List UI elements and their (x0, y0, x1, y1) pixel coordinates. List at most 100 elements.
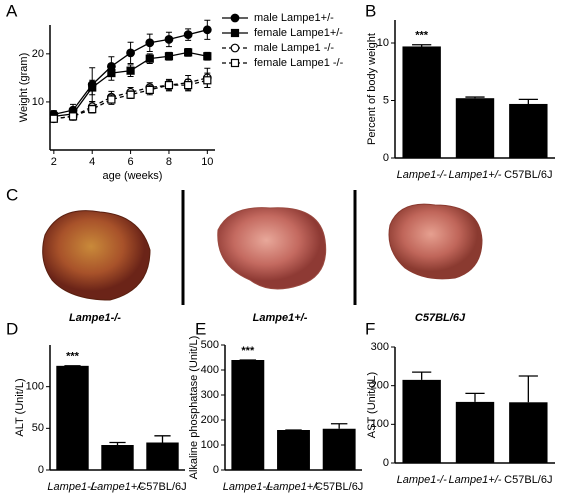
panel-label: E (195, 319, 206, 338)
liver-photo (42, 210, 151, 301)
marker (230, 13, 240, 23)
x-tick-label: Lampe1+/- (449, 169, 502, 181)
legend-label: male Lampe1 -/- (254, 42, 334, 54)
bar (455, 98, 495, 158)
marker (203, 52, 212, 61)
panel-label: B (365, 1, 376, 20)
bar (402, 379, 441, 463)
x-tick-label: 4 (89, 156, 95, 168)
x-tick-label: 6 (128, 156, 134, 168)
liver-photo (388, 203, 483, 280)
y-tick-label: 100 (371, 418, 389, 430)
error-bar (330, 423, 348, 429)
x-tick-label: Lampe1-/- (397, 474, 447, 486)
y-tick-label: 200 (371, 380, 389, 392)
y-tick-label: 300 (201, 389, 219, 401)
marker (183, 30, 193, 40)
marker (203, 76, 212, 85)
marker (88, 105, 97, 114)
y-tick-label: 500 (201, 339, 219, 351)
x-tick-label: 2 (51, 156, 57, 168)
bar (56, 365, 89, 470)
y-tick-label: 10 (377, 37, 389, 49)
x-tick-label: Lampe1-/- (47, 481, 97, 493)
y-tick-label: 0 (213, 464, 219, 476)
y-tick-label: 400 (201, 364, 219, 376)
marker (126, 90, 135, 99)
marker (126, 66, 135, 75)
bar (322, 428, 356, 470)
panel-label: D (6, 319, 18, 338)
y-tick-label: 100 (201, 439, 219, 451)
marker (202, 25, 212, 35)
legend-label: male Lampe1+/- (254, 12, 334, 24)
photo-label: Lampe1+/- (253, 312, 308, 324)
x-tick-label: 8 (166, 156, 172, 168)
legend-label: female Lampe1+/- (254, 27, 343, 39)
error-bar (465, 392, 485, 402)
bar (509, 103, 548, 158)
y-tick-label: 200 (201, 414, 219, 426)
series-line (53, 77, 208, 120)
y-axis-title: Percent of body weight (366, 33, 378, 145)
bar (455, 401, 495, 463)
annotation: *** (415, 30, 429, 42)
y-tick-label: 10 (32, 96, 44, 108)
annotation: *** (66, 351, 80, 363)
y-tick-label: 5 (383, 94, 389, 106)
y-axis-title: Weight (gram) (18, 53, 30, 122)
marker (164, 52, 174, 61)
x-tick-label: C57BL/6J (504, 169, 552, 181)
x-tick-label: Lampe1-/- (223, 481, 273, 493)
bar (146, 442, 179, 470)
bar (509, 402, 548, 463)
x-tick-label: Lampe1-/- (397, 169, 447, 181)
x-tick-label: 10 (201, 156, 213, 168)
panel-label: A (6, 1, 18, 20)
marker (184, 48, 193, 57)
y-tick-label: 300 (371, 341, 389, 353)
y-tick-label: 0 (383, 152, 389, 164)
y-tick-label: 50 (32, 422, 44, 434)
marker (145, 54, 154, 63)
panel-label: C (6, 185, 18, 204)
liver-photos (42, 190, 483, 305)
x-tick-label: Lampe1+/- (91, 481, 144, 493)
panel-label: F (365, 319, 375, 338)
marker (164, 35, 174, 44)
y-tick-label: 0 (38, 464, 44, 476)
legend-label: female Lampe1 -/- (254, 57, 344, 69)
marker (184, 80, 193, 90)
y-axis-title: AST (Unit/dL) (366, 372, 378, 438)
marker (49, 114, 58, 123)
y-tick-label: 100 (26, 381, 44, 393)
bar (402, 46, 441, 159)
marker (164, 80, 174, 90)
marker (88, 83, 97, 92)
x-tick-label: Lampe1+/- (267, 481, 320, 493)
x-tick-label: C57BL/6J (315, 481, 363, 493)
marker (230, 43, 240, 53)
marker (145, 85, 154, 95)
marker (107, 95, 116, 104)
error-bar (465, 96, 485, 99)
x-tick-label: Lampe1+/- (449, 474, 502, 486)
bar (231, 360, 265, 470)
y-tick-label: 0 (383, 457, 389, 469)
x-tick-label: C57BL/6J (504, 474, 552, 486)
marker (145, 38, 155, 48)
liver-photo (217, 207, 327, 290)
error-bar (412, 371, 432, 380)
x-tick-label: C57BL/6J (138, 481, 186, 493)
series-line (53, 79, 208, 120)
photo-label: C57BL/6J (415, 312, 466, 324)
marker (126, 48, 135, 58)
y-tick-label: 20 (32, 48, 44, 60)
marker (68, 112, 78, 121)
marker (107, 68, 116, 78)
photo-label: Lampe1-/- (69, 312, 121, 324)
y-axis-title: ALT (Unit/L) (14, 378, 26, 436)
error-bar (412, 44, 432, 47)
marker (230, 58, 240, 68)
